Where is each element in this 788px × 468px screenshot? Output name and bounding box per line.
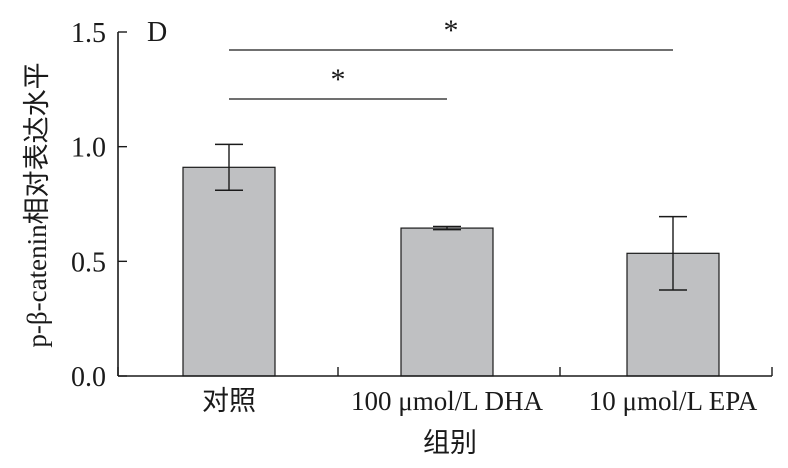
y-tick-label-2: 1.0 [71,133,106,164]
y-tick-label-1: 0.5 [71,247,106,278]
y-tick-label-0: 0.0 [71,362,106,393]
bar-1 [400,227,494,377]
x-category-label-1: 100 μmol/L DHA [351,386,543,416]
y-axis-title: p-β-catenin相对表达水平 [22,62,52,347]
x-category-label-2: 10 μmol/L EPA [589,386,758,416]
significance-star-1: * [444,14,459,47]
x-category-label-0: 对照 [202,386,256,416]
significance-star-0: * [331,63,346,96]
panel-label: D [147,17,167,48]
bar-0 [182,166,276,377]
y-tick-label-3: 1.5 [71,18,106,49]
x-axis-title: 组别 [423,428,477,458]
